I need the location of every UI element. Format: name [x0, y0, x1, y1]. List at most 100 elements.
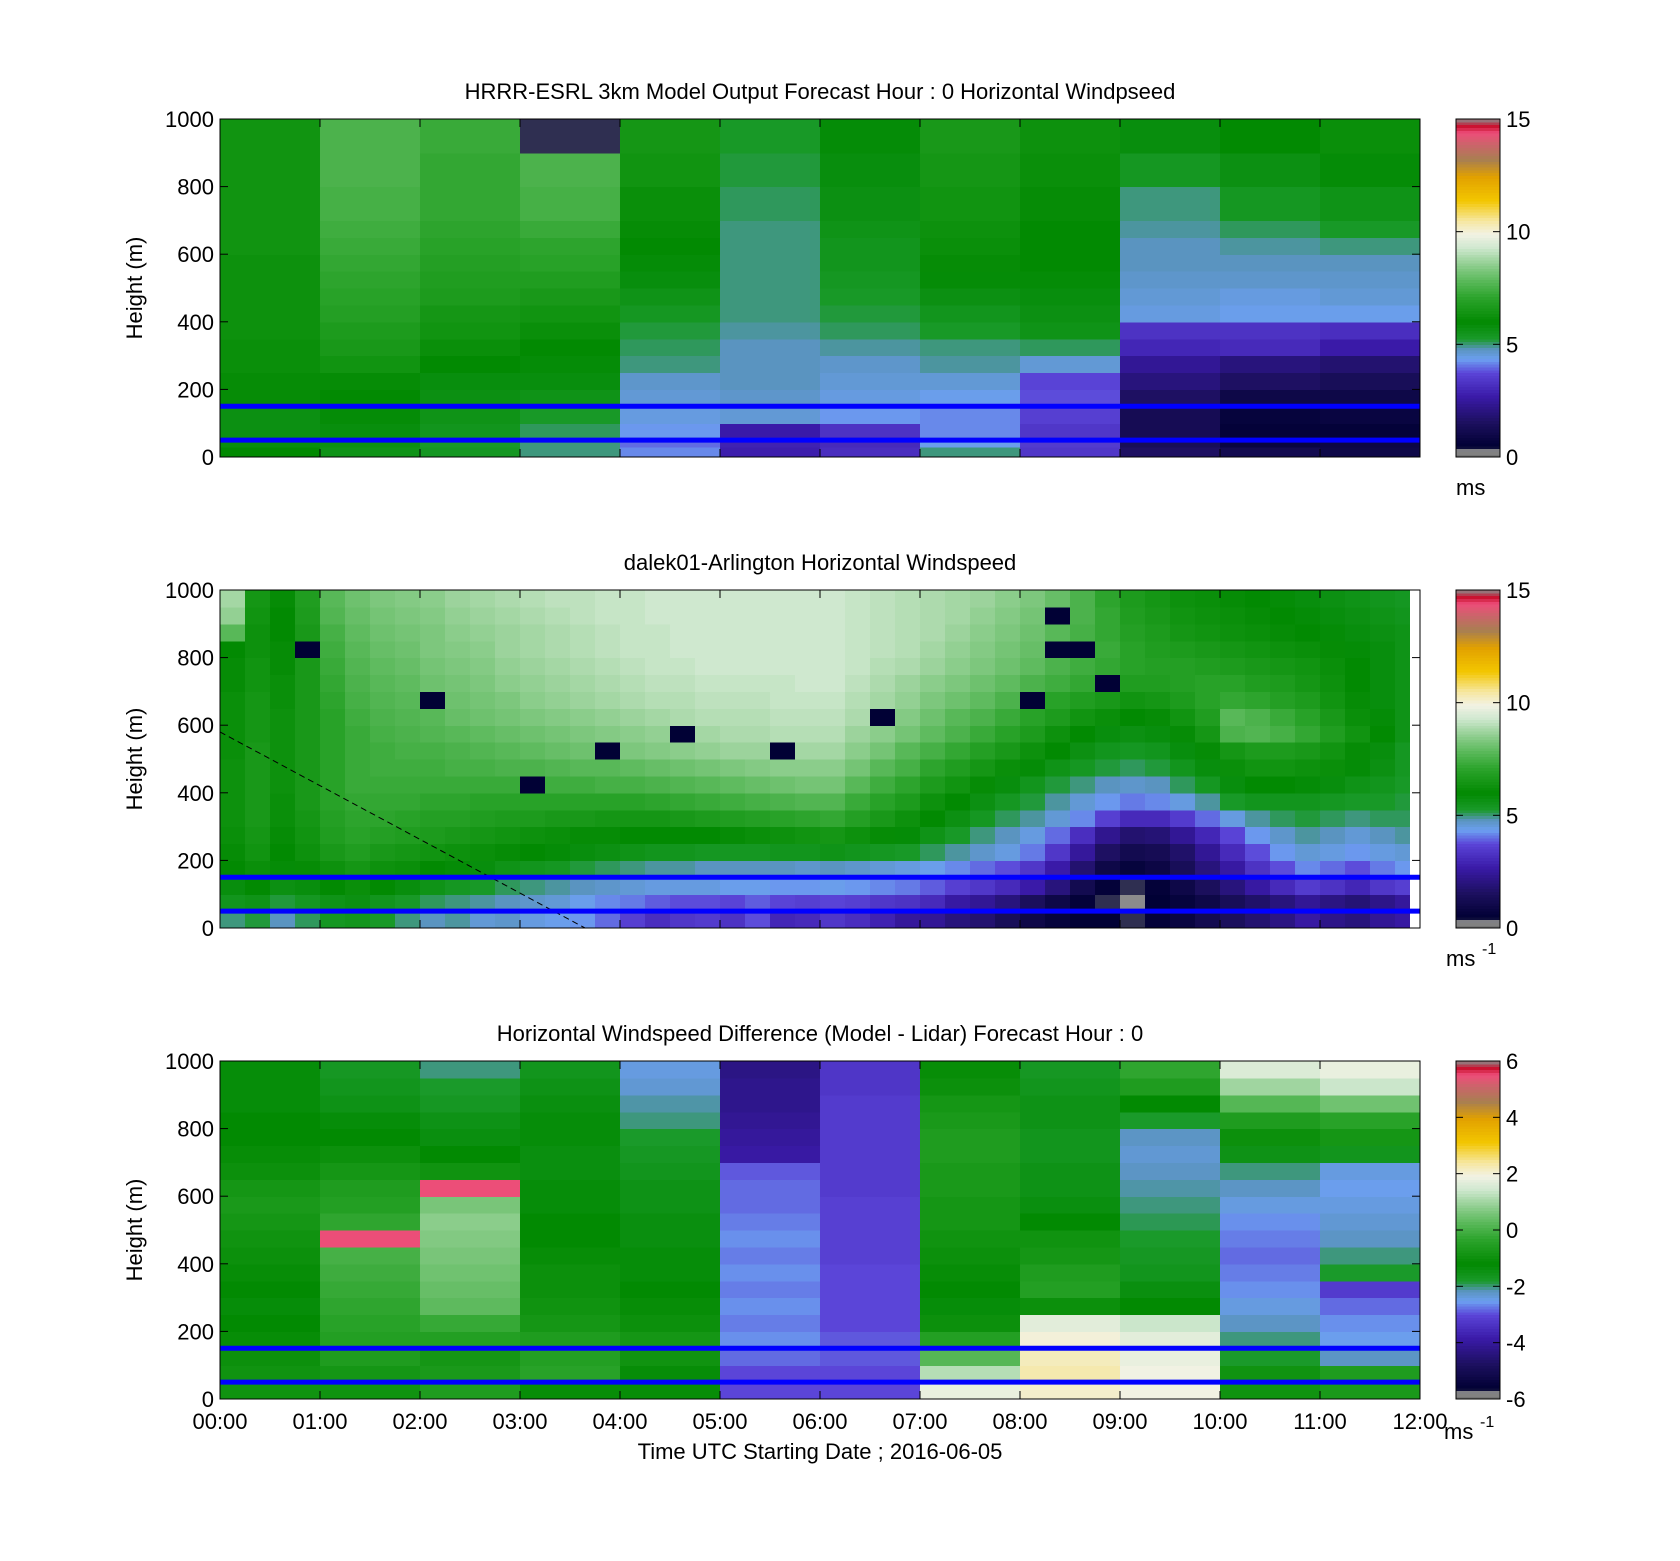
heatmap-cell — [545, 792, 571, 811]
heatmap-cell — [220, 1061, 321, 1079]
heatmap-cell — [245, 691, 271, 709]
heatmap-cell — [245, 742, 271, 760]
heatmap-cell — [445, 590, 471, 608]
heatmap-cell — [1220, 1297, 1321, 1316]
heatmap-cell — [320, 1314, 421, 1332]
heatmap-cell — [1320, 590, 1346, 608]
heatmap-cell — [1270, 640, 1296, 659]
heatmap-cell — [520, 1280, 621, 1299]
heatmap-cell — [595, 843, 621, 861]
colorbar-segment — [1456, 1165, 1500, 1169]
heatmap-cell — [670, 657, 696, 676]
colorbar-segment — [1456, 442, 1500, 447]
heatmap-cell — [1195, 708, 1221, 726]
heatmap-cell — [920, 288, 1021, 306]
heatmap-cell — [1145, 742, 1171, 760]
heatmap-cell — [1120, 186, 1221, 221]
heatmap-cell — [770, 708, 796, 726]
heatmap-cell — [420, 338, 521, 357]
heatmap-cell — [1120, 911, 1146, 929]
heatmap-cell — [695, 911, 721, 929]
heatmap-cell — [1170, 742, 1196, 760]
heatmap-cell — [395, 911, 421, 929]
heatmap-cell — [1120, 1128, 1221, 1147]
heatmap-cell — [1345, 725, 1371, 743]
colorbar-tick-label: 10 — [1506, 691, 1530, 716]
colorbar-segment — [1456, 1286, 1500, 1290]
heatmap-cell — [520, 1246, 621, 1265]
colorbar-segment — [1456, 349, 1500, 354]
colorbar-segment — [1456, 1122, 1500, 1127]
heatmap-cell — [795, 708, 821, 726]
heatmap-cell — [295, 708, 321, 726]
heatmap-cell — [1320, 826, 1346, 845]
heatmap-cell — [545, 623, 571, 642]
heatmap-cell — [1320, 1061, 1421, 1079]
colorbar-segment — [1456, 409, 1500, 413]
heatmap-cell — [1095, 708, 1121, 726]
heatmap-cell — [1320, 237, 1421, 255]
heatmap-cell — [320, 119, 421, 154]
heatmap-cell — [1320, 372, 1421, 390]
heatmap-cell — [345, 894, 371, 912]
heatmap-cell — [1320, 1382, 1421, 1400]
colorbar-segment — [1456, 1142, 1500, 1147]
heatmap-cell — [420, 708, 446, 726]
heatmap-cell — [970, 826, 996, 845]
heatmap-cell — [570, 691, 596, 709]
heatmap-cell — [1345, 742, 1371, 760]
heatmap-cell — [1320, 843, 1346, 861]
colorbar-segment — [1456, 127, 1500, 131]
heatmap-cell — [495, 623, 521, 642]
heatmap-cell — [1195, 877, 1221, 895]
heatmap-cell — [670, 691, 696, 709]
heatmap-cell — [870, 674, 896, 692]
colorbar-segment — [1456, 708, 1500, 712]
heatmap-cell — [570, 911, 596, 929]
heatmap-cell — [1020, 1061, 1121, 1079]
heatmap-cell — [1020, 674, 1046, 692]
heatmap-cell — [595, 877, 621, 895]
colorbar-segment — [1456, 138, 1500, 143]
heatmap-cell — [1120, 1145, 1221, 1163]
heatmap-cell — [1220, 759, 1246, 777]
heatmap-cell — [920, 623, 946, 642]
heatmap-cell — [470, 775, 496, 794]
heatmap-cell — [645, 606, 671, 625]
heatmap-cell — [645, 691, 671, 709]
colorbar-segment — [1456, 1137, 1500, 1141]
heatmap-cell — [445, 691, 471, 709]
heatmap-cell — [1120, 406, 1221, 424]
colorbar-segment — [1456, 1179, 1500, 1183]
heatmap-cell — [1220, 792, 1246, 811]
colorbar-segment — [1456, 1283, 1500, 1287]
heatmap-cell — [445, 860, 471, 878]
heatmap-cell — [920, 1280, 1021, 1299]
colorbar-segment — [1456, 254, 1500, 258]
heatmap-cell — [620, 1213, 721, 1231]
heatmap-cell — [820, 725, 846, 743]
heatmap-cell — [1070, 826, 1096, 845]
heatmap-cell — [670, 843, 696, 861]
heatmap-cell — [1220, 321, 1321, 340]
heatmap-cell — [720, 152, 821, 188]
heatmap-cell — [1295, 590, 1321, 608]
heatmap-cell — [345, 623, 371, 642]
heatmap-cell — [620, 152, 721, 188]
heatmap-cell — [1320, 877, 1346, 895]
heatmap-cell — [870, 894, 896, 912]
heatmap-cell — [920, 304, 1021, 323]
heatmap-cell — [795, 742, 821, 760]
heatmap-cell — [970, 708, 996, 726]
heatmap-cell — [320, 1145, 421, 1163]
heatmap-cell — [1220, 237, 1321, 255]
heatmap-cell — [1120, 338, 1221, 357]
heatmap-cell — [920, 446, 1021, 458]
colorbar-segment — [1456, 152, 1500, 157]
heatmap-cell — [970, 590, 996, 608]
heatmap-cell — [220, 423, 321, 438]
colorbar-segment — [1456, 1376, 1500, 1380]
heatmap-cell — [1070, 775, 1096, 794]
colorbar-segment — [1456, 366, 1500, 371]
heatmap-cell — [445, 911, 471, 929]
